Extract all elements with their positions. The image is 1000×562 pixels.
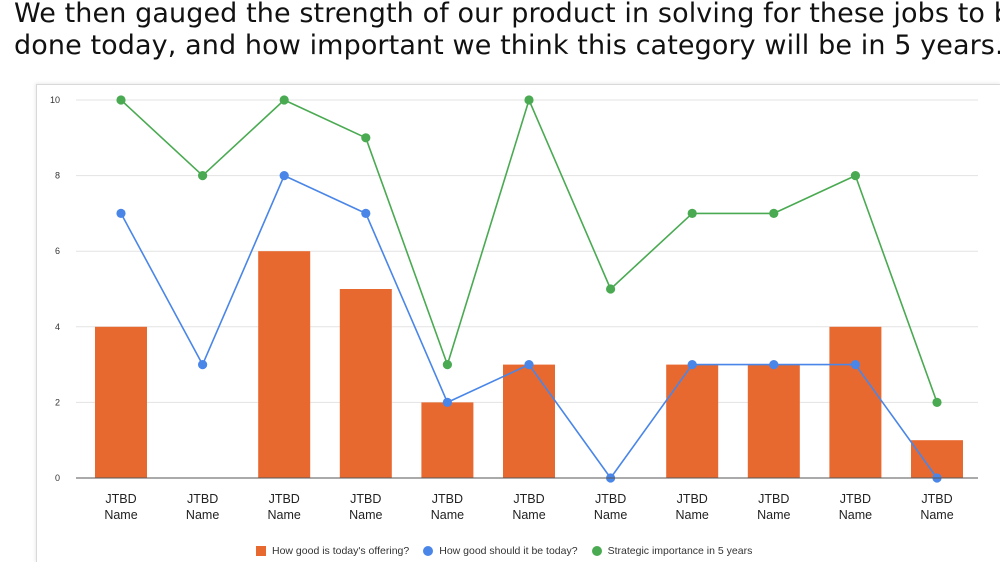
point-strategic-importance — [279, 95, 289, 105]
legend-label-todays-offering: How good is today's offering? — [272, 545, 410, 557]
y-tick-label: 6 — [55, 246, 60, 256]
x-category-label: JTBD Name — [594, 492, 627, 522]
point-strategic-importance — [850, 171, 861, 181]
x-category-label-line: JTBD — [350, 492, 381, 506]
point-good-should-be — [279, 171, 289, 181]
point-good-should-be — [769, 360, 779, 370]
x-category-label: JTBD Name — [186, 492, 219, 522]
point-good-should-be — [687, 360, 697, 370]
x-category-label-line: Name — [757, 508, 790, 522]
point-strategic-importance — [932, 397, 942, 407]
y-tick-label: 8 — [55, 171, 60, 181]
bar-todays-offering — [747, 364, 800, 478]
x-category-label-line: JTBD — [677, 492, 708, 506]
point-good-should-be — [361, 208, 371, 218]
point-strategic-importance — [361, 133, 371, 143]
x-category-label-line: Name — [349, 508, 382, 522]
x-category-label-line: JTBD — [105, 492, 136, 506]
point-strategic-importance — [116, 95, 126, 105]
x-category-label: JTBD Name — [757, 492, 790, 522]
bar-todays-offering — [421, 402, 474, 478]
x-category-label: JTBD Name — [431, 492, 464, 522]
x-category-label: JTBD Name — [349, 492, 382, 522]
bar-todays-offering — [911, 440, 963, 478]
x-category-label: JTBD Name — [920, 492, 953, 522]
x-category-label-line: Name — [920, 508, 953, 522]
chart-legend: How good is today's offering? How good s… — [256, 544, 766, 558]
legend-item-strategic-importance: Strategic importance in 5 years — [591, 545, 753, 557]
y-tick-label: 0 — [55, 473, 60, 483]
x-category-label-line: JTBD — [921, 492, 952, 506]
point-strategic-importance — [606, 284, 616, 294]
bar-todays-offering — [829, 326, 882, 478]
legend-swatch-dot-icon — [423, 546, 434, 556]
bar-todays-offering — [339, 289, 392, 478]
legend-label-strategic-importance: Strategic importance in 5 years — [607, 545, 753, 557]
point-good-should-be — [198, 360, 208, 370]
x-category-label-line: JTBD — [595, 492, 626, 506]
x-category-label-line: Name — [676, 508, 709, 522]
point-strategic-importance — [769, 208, 779, 218]
x-category-label-line: Name — [594, 508, 627, 522]
x-category-label: JTBD Name — [104, 492, 137, 522]
bar-todays-offering — [666, 364, 719, 478]
x-category-label-line: Name — [512, 508, 545, 522]
x-category-label-line: JTBD — [513, 492, 544, 506]
slide-title: We then gauged the strength of our produ… — [14, 0, 1000, 62]
x-category-label-line: JTBD — [432, 492, 463, 506]
bar-todays-offering — [258, 251, 311, 478]
legend-item-todays-offering: How good is today's offering? — [256, 545, 409, 557]
x-category-label-line: Name — [839, 508, 872, 522]
y-tick-label: 4 — [55, 322, 60, 332]
x-category-label: JTBD Name — [268, 492, 301, 522]
line-series-layer — [116, 95, 942, 483]
x-category-label: JTBD Name — [676, 492, 709, 522]
bar-todays-offering — [503, 364, 555, 478]
x-category-label-line: Name — [104, 508, 137, 522]
chart-card — [36, 84, 1000, 562]
x-category-label-line: JTBD — [758, 492, 789, 506]
y-tick-label: 10 — [50, 95, 60, 105]
legend-label-good-should-be: How good should it be today? — [439, 545, 578, 557]
bar-series-todays-offering — [95, 251, 963, 478]
point-good-should-be — [524, 360, 534, 370]
x-category-label-line: JTBD — [269, 492, 300, 506]
x-category-label-line: Name — [268, 508, 301, 522]
point-strategic-importance — [524, 95, 534, 105]
legend-swatch-dot-icon — [591, 546, 602, 556]
x-category-label: JTBD Name — [512, 492, 545, 522]
point-strategic-importance — [442, 360, 452, 370]
legend-item-good-should-be: How good should it be today? — [423, 545, 578, 557]
bar-todays-offering — [95, 326, 147, 478]
x-category-label: JTBD Name — [839, 492, 872, 522]
x-category-label-line: JTBD — [840, 492, 871, 506]
x-category-label-line: Name — [431, 508, 464, 522]
slide-title-line-2: done today, and how important we think t… — [14, 30, 1000, 61]
point-strategic-importance — [198, 171, 208, 181]
slide-title-line-1: We then gauged the strength of our produ… — [14, 0, 1000, 29]
point-good-should-be — [116, 208, 126, 218]
x-category-label-line: JTBD — [187, 492, 218, 506]
point-good-should-be — [850, 360, 861, 370]
legend-swatch-square-icon — [256, 546, 266, 556]
point-good-should-be — [442, 397, 452, 407]
y-tick-label: 2 — [55, 397, 60, 407]
x-category-label-line: Name — [186, 508, 219, 522]
point-strategic-importance — [687, 208, 697, 218]
